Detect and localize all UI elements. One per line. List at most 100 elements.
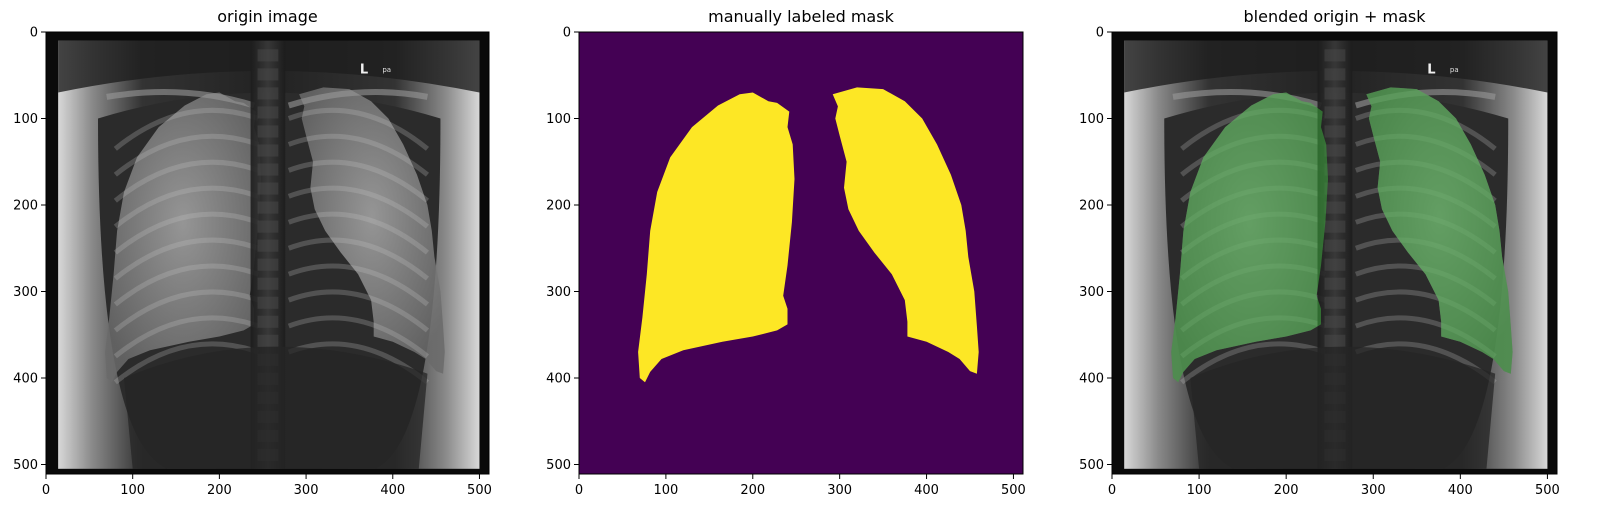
x-tick-label: 200 [1274, 483, 1299, 498]
rib-left [113, 159, 260, 203]
vertebra [257, 49, 279, 62]
rib-right [287, 159, 430, 203]
vertebra [257, 239, 279, 252]
vertebra [257, 201, 279, 214]
x-tick-label: 300 [294, 483, 319, 498]
rib-left [113, 185, 260, 229]
vertebra [257, 277, 279, 290]
x-tick-label: 400 [1448, 483, 1473, 498]
vertebra [1324, 182, 1346, 195]
y-tick-label: 0 [563, 26, 571, 41]
vertebra [257, 258, 279, 271]
vertebra [1324, 239, 1346, 252]
x-tick-label: 500 [1001, 483, 1026, 498]
vertebra [1324, 315, 1346, 328]
vertebra [1324, 68, 1346, 81]
rib-right [287, 107, 430, 151]
vertebra [257, 106, 279, 119]
x-tick-label: 0 [575, 483, 583, 498]
rib-left [113, 289, 260, 333]
marker-letter: L [360, 63, 368, 78]
rib-right [287, 315, 430, 359]
marker-sub: pa [1450, 66, 1459, 74]
rib-left [113, 315, 260, 359]
clavicle-left [1172, 89, 1322, 109]
marker-letter: L [1427, 63, 1435, 78]
vertebra [1324, 277, 1346, 290]
clavicle-right [287, 89, 428, 109]
x-tick-label: 500 [467, 483, 492, 498]
rib-left [113, 237, 260, 281]
y-tick-label: 500 [546, 458, 571, 473]
rib-left [1180, 341, 1327, 385]
rib-left [113, 107, 260, 151]
rib-left [113, 263, 260, 307]
y-tick-label: 400 [1079, 371, 1104, 386]
marker-sub: pa [382, 66, 391, 74]
y-tick-label: 200 [1079, 198, 1104, 213]
vertebra [1324, 201, 1346, 214]
x-tick-label: 100 [120, 483, 145, 498]
axes-frame [1111, 31, 1558, 475]
y-tick-label: 0 [1096, 26, 1104, 41]
y-tick-label: 200 [546, 198, 571, 213]
vertebra [1324, 163, 1346, 176]
vertebra [1324, 144, 1346, 157]
x-tick-label: 400 [380, 483, 405, 498]
overlay-lung-right [1366, 87, 1513, 374]
vertebra [1324, 49, 1346, 62]
vertebra [257, 315, 279, 328]
y-tick-label: 100 [1079, 112, 1104, 127]
x-tick-label: 200 [207, 483, 232, 498]
vertebra [1324, 334, 1346, 347]
overlay-lung-left [1171, 92, 1328, 383]
vertebra [1324, 125, 1346, 138]
diaphragm-shadow [124, 346, 428, 469]
rib-left [113, 133, 260, 177]
lung-right [299, 87, 445, 374]
vertebra [1324, 87, 1346, 100]
panel-title: manually labeled mask [708, 7, 894, 26]
vertebra [1324, 258, 1346, 271]
y-tick-label: 0 [30, 26, 38, 41]
panel-title: origin image [217, 7, 317, 26]
panel-title: blended origin + mask [1244, 7, 1427, 26]
x-tick-label: 500 [1535, 483, 1560, 498]
rib-right [287, 237, 430, 281]
vertebra [1324, 220, 1346, 233]
vertebra [257, 296, 279, 309]
mask-lung-right [832, 87, 979, 374]
axes-frame [45, 31, 490, 475]
vertebra [257, 87, 279, 100]
y-tick-label: 400 [13, 371, 38, 386]
rib-right [287, 133, 430, 177]
x-tick-label: 0 [1108, 483, 1116, 498]
vertebra [257, 68, 279, 81]
x-tick-label: 0 [42, 483, 50, 498]
rib-right [287, 263, 430, 307]
vertebra [257, 334, 279, 347]
y-tick-label: 400 [546, 371, 571, 386]
rib-right [287, 185, 430, 229]
y-tick-label: 100 [546, 112, 571, 127]
rib-right [287, 211, 430, 255]
axes-frame [578, 31, 1024, 475]
vertebra [257, 125, 279, 138]
rib-left [113, 211, 260, 255]
mask-lung-left [638, 92, 795, 383]
y-tick-label: 200 [13, 198, 38, 213]
vertebra [257, 182, 279, 195]
y-tick-label: 300 [13, 285, 38, 300]
rib-right [287, 289, 430, 333]
y-tick-label: 300 [546, 285, 571, 300]
vertebra [257, 144, 279, 157]
lung-left [105, 92, 261, 383]
rib-left [113, 341, 260, 385]
y-tick-label: 500 [13, 458, 38, 473]
y-tick-label: 100 [13, 112, 38, 127]
y-tick-label: 500 [1079, 458, 1104, 473]
clavicle-left [106, 89, 255, 109]
